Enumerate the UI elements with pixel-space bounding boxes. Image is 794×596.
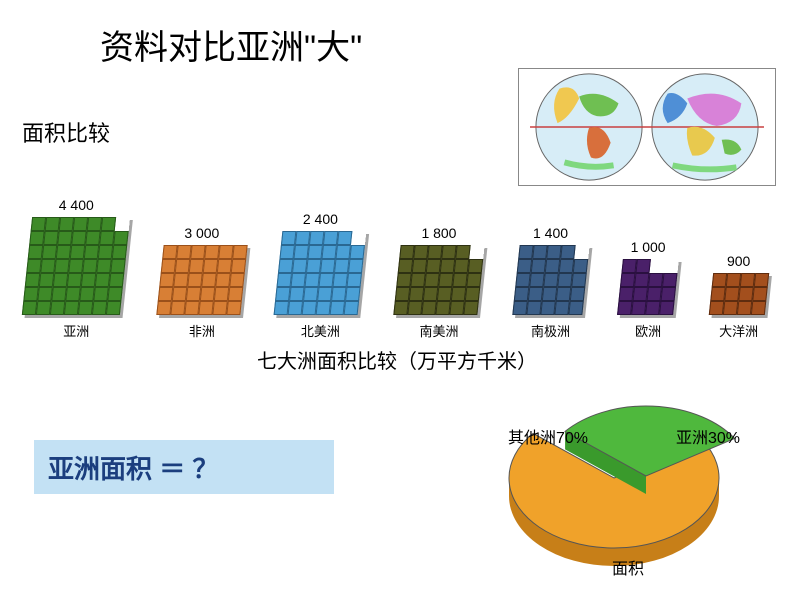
bar-label: 欧洲 [635,321,661,340]
bar-label: 非洲 [189,321,215,340]
bar-block [617,259,679,315]
bar-item: 3 000 非洲 [160,225,244,340]
bar-block [156,245,247,315]
bar-item: 4 400 亚洲 [27,197,125,340]
question-box: 亚洲面积 ＝ ？ [34,440,334,494]
bar-block [393,245,484,315]
bar-value: 1 400 [533,225,568,241]
bar-item: 2 400 北美洲 [278,211,362,340]
bar-chart-caption: 七大洲面积比较（万平方千米） [0,345,794,374]
bar-item: 1 400 南极洲 [516,225,586,340]
bar-label: 大洋洲 [719,321,758,340]
bar-value: 1 800 [421,225,456,241]
pie-label-asia: 亚洲30% [676,424,740,448]
bar-label: 南美洲 [419,321,458,340]
pie-label-other: 其他洲70% [508,424,588,448]
bar-block [22,217,130,315]
bar-label: 南极洲 [531,321,570,340]
bar-value: 3 000 [184,225,219,241]
bar-value: 4 400 [59,197,94,213]
bar-item: 1 000 欧洲 [620,239,676,340]
bar-value: 2 400 [303,211,338,227]
bar-value: 1 000 [631,239,666,255]
continent-bar-chart: 4 400亚洲3 000非洲2 400北美洲1 800南美洲1 400南极洲1 … [10,160,784,340]
bar-block [512,245,589,315]
bar-block [708,273,768,315]
area-pie-chart [444,378,754,578]
subtitle-area-compare: 面积比较 [22,116,110,148]
page-title: 资料对比亚洲"大" [100,20,362,69]
bar-item: 1 800 南美洲 [397,225,481,340]
bar-label: 亚洲 [63,321,89,340]
bar-label: 北美洲 [301,321,340,340]
pie-caption: 面积 [612,555,644,579]
bar-item: 900 大洋洲 [711,253,767,340]
bar-value: 900 [727,253,750,269]
bar-block [274,231,367,315]
